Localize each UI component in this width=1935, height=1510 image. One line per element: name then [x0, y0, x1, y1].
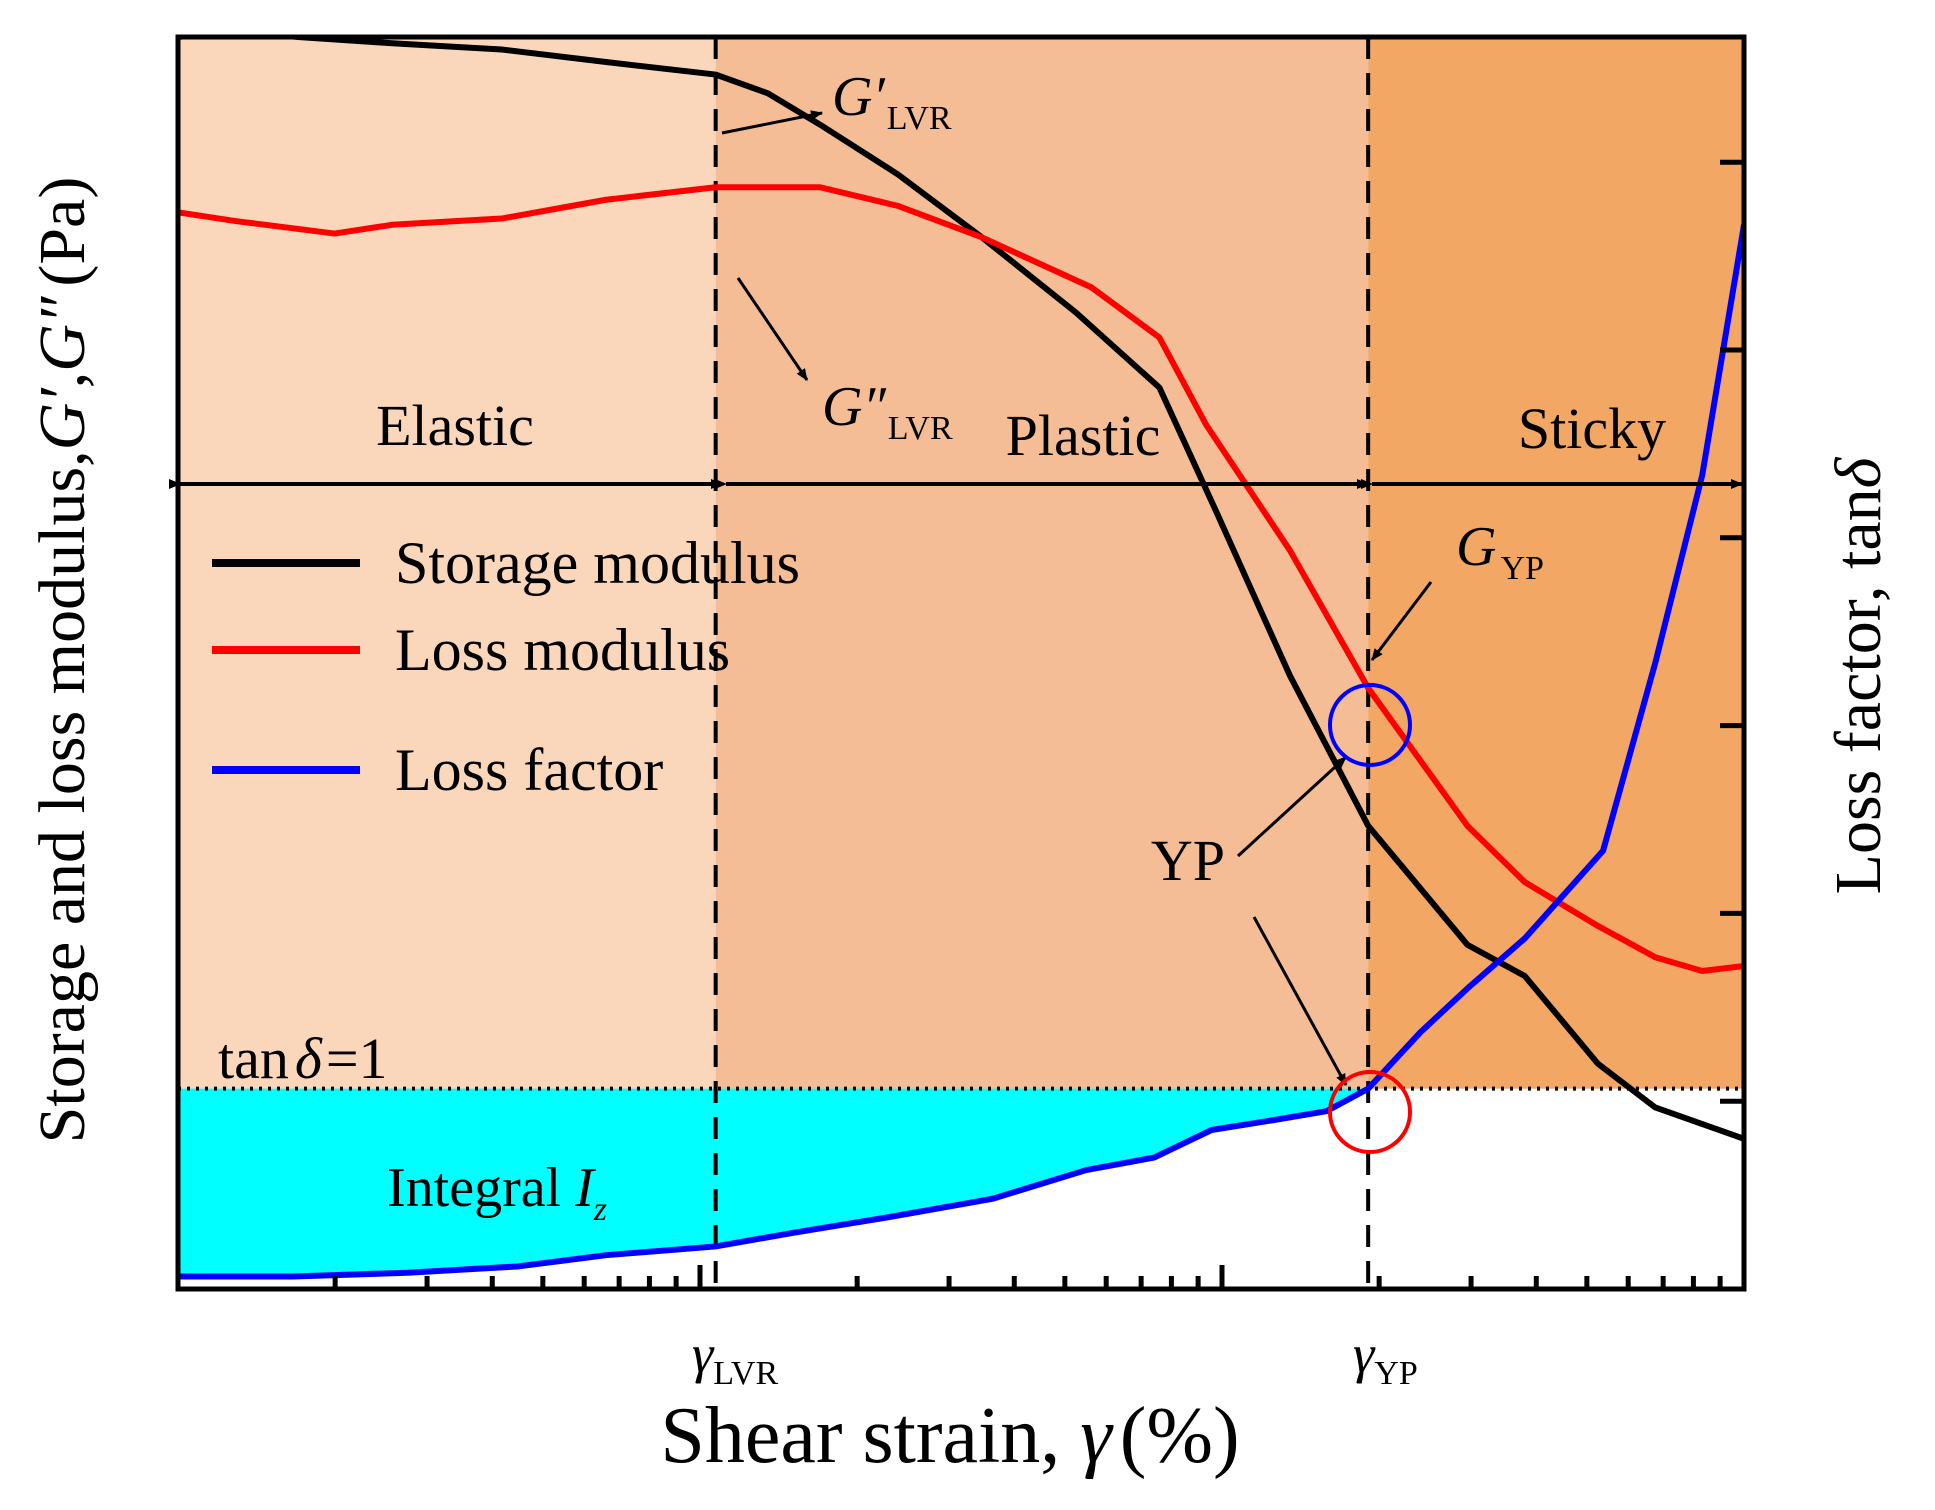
legend: Storage modulus Loss modulus Loss factor [212, 530, 800, 803]
gamma-lvr-label: γLVR [692, 1324, 778, 1392]
integral-area [178, 1088, 1369, 1277]
gdlvr-arrow [736, 277, 809, 381]
yp-label: YP [1151, 828, 1225, 893]
yp-arrow-lower [1252, 916, 1348, 1086]
y-axis-right-label: Loss factor, tanδ [1822, 456, 1895, 894]
region-plastic [715, 37, 1369, 1089]
gyp-arrow [1370, 581, 1433, 661]
legend-label-loss-factor: Loss factor [395, 737, 663, 803]
right-axis-ticks [1720, 159, 1744, 1104]
sticky-label: Sticky [1518, 396, 1666, 461]
yp-arrow-upper [1236, 755, 1348, 858]
y-axis-left-label: Storage and loss modulus,G′,G″(Pa) [26, 177, 99, 1144]
gyp-circle [1328, 683, 1412, 767]
glvr-label: G′LVR [832, 66, 952, 137]
x-axis-ticks [175, 1265, 1747, 1289]
loss-factor-line [178, 224, 1744, 1280]
gamma-yp-label: γYP [1353, 1324, 1418, 1392]
legend-label-loss-modulus: Loss modulus [395, 617, 730, 683]
yp-circle [1328, 1070, 1412, 1154]
gdlvr-label: G″LVR [822, 376, 953, 447]
region-sticky [1368, 37, 1744, 1089]
elastic-label: Elastic [376, 393, 534, 458]
gyp-label: G YP [1456, 516, 1544, 587]
legend-label-storage: Storage modulus [395, 530, 800, 596]
integral-label: Integral Iz [387, 1157, 607, 1228]
plot-frame [175, 34, 1747, 1292]
tan-delta-label: tan δ=1 [218, 1026, 388, 1091]
glvr-arrow [721, 110, 823, 135]
x-axis-label: Shear strain, γ (%) [660, 1392, 1239, 1480]
loss-modulus-line [178, 184, 1744, 974]
plastic-label: Plastic [1006, 403, 1161, 468]
series-group [178, 37, 1744, 1280]
